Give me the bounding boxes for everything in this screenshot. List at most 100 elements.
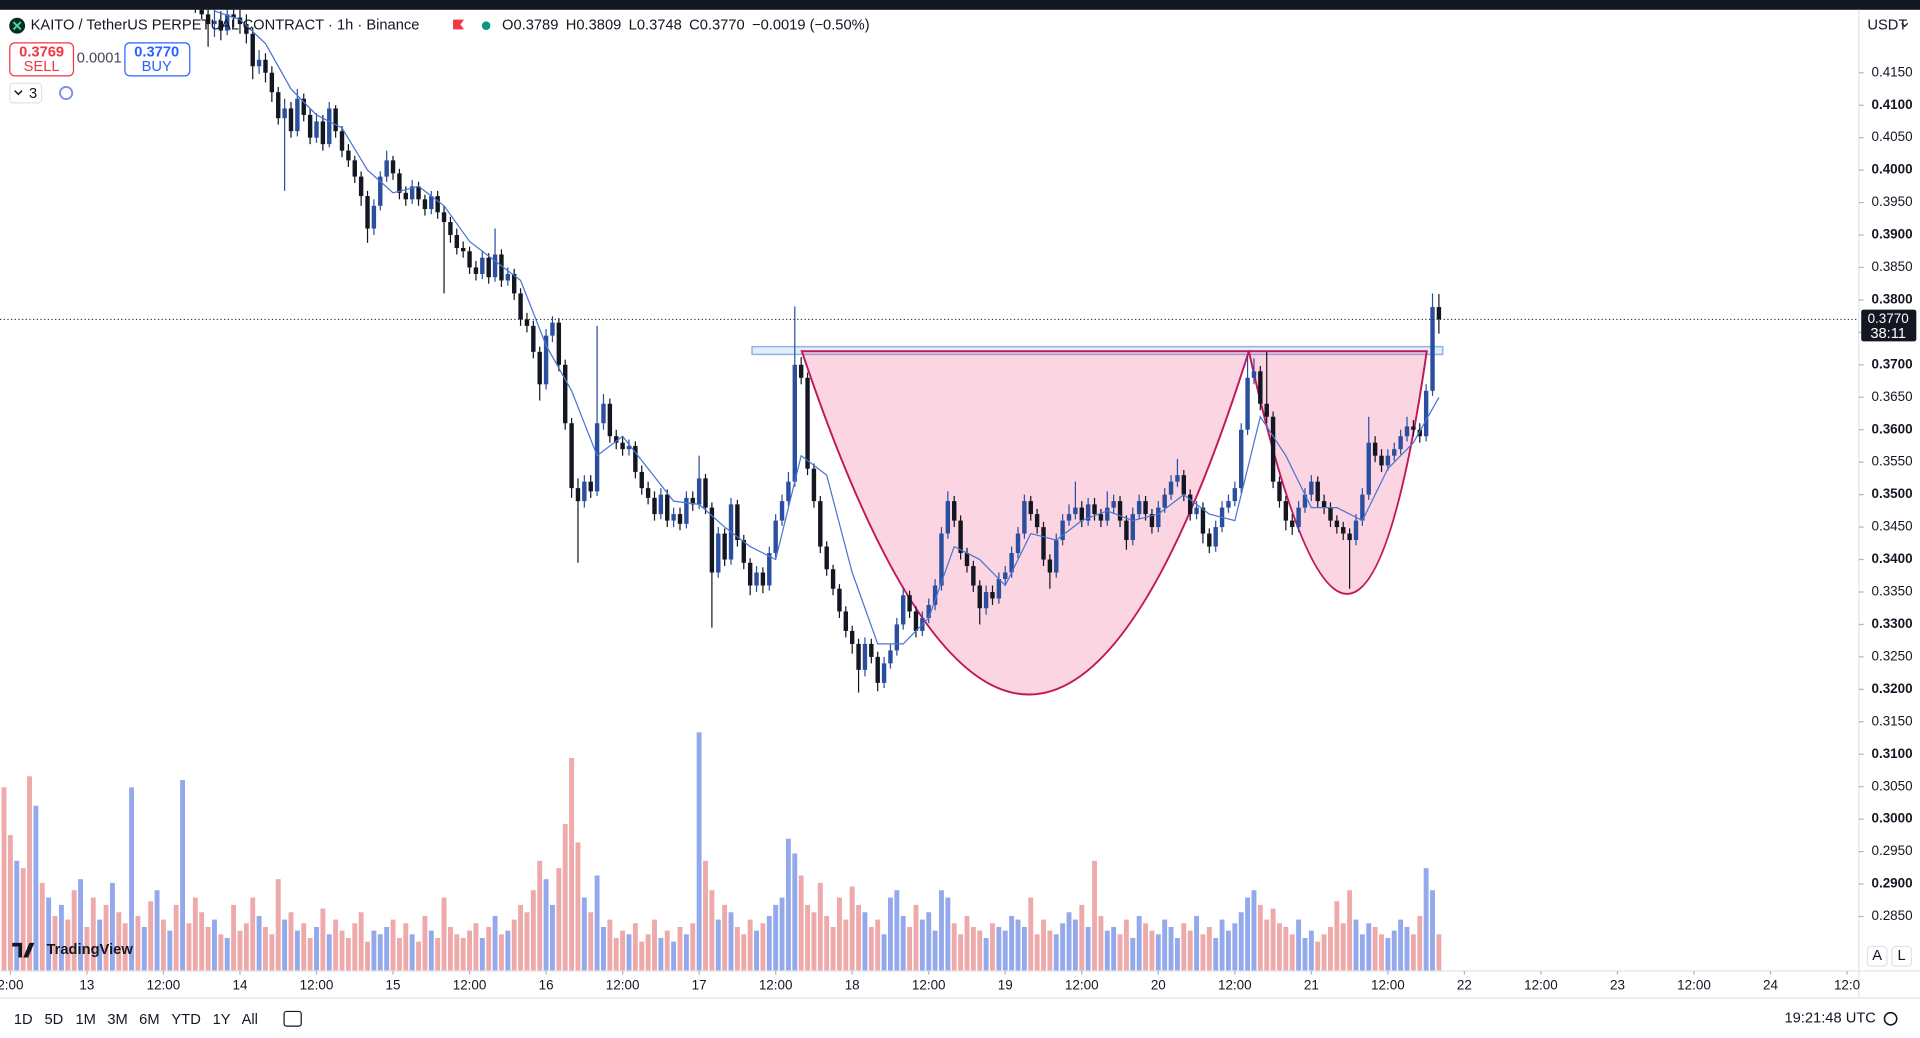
volume-bar <box>1168 926 1174 972</box>
ohlc-value: 0.3809 <box>576 18 621 34</box>
volume-bar <box>1423 868 1429 972</box>
candle-body <box>1353 520 1359 541</box>
candle-body <box>1321 501 1327 508</box>
volume-bar <box>747 919 753 972</box>
candle-body <box>1194 507 1199 515</box>
range-button[interactable]: 1M <box>76 1012 96 1028</box>
volume-bar <box>460 937 466 972</box>
candle-body <box>1347 533 1352 541</box>
chevron <box>14 90 23 96</box>
x-tick-label: 12:00 <box>1371 977 1405 992</box>
range-button[interactable]: All <box>242 1012 258 1028</box>
clock[interactable]: 19:21:48 UTC <box>1784 1011 1876 1027</box>
volume-bar <box>919 919 925 972</box>
range-button[interactable]: 6M <box>139 1012 159 1028</box>
scale-button[interactable]: A <box>1872 948 1882 964</box>
candle-body <box>684 497 689 524</box>
candle-body <box>295 98 300 132</box>
currency[interactable]: USDT <box>1867 18 1907 34</box>
settings-icon[interactable] <box>1883 1011 1898 1026</box>
volume-bar <box>167 930 173 972</box>
volume-bar <box>1225 930 1231 972</box>
candle-body <box>1168 481 1174 495</box>
candle-body <box>747 562 753 586</box>
last-price-badge <box>1861 309 1917 342</box>
y-tick-label: 0.2850 <box>1871 908 1912 923</box>
range-button[interactable]: YTD <box>171 1012 200 1028</box>
candle-body <box>422 199 428 210</box>
candle-body <box>1302 494 1308 508</box>
volume-bar <box>46 897 52 972</box>
volume-bar <box>632 923 638 972</box>
candle-body <box>231 14 236 18</box>
flag-icon[interactable] <box>453 19 465 30</box>
candle-body <box>301 98 306 115</box>
volume-bar <box>1264 919 1270 972</box>
candle-body <box>620 442 625 450</box>
y-tick-label: 0.3650 <box>1871 389 1912 404</box>
candle-body <box>314 121 319 138</box>
volume-bar <box>1391 930 1397 972</box>
volume-bar <box>7 835 13 972</box>
volume-bar <box>1245 897 1251 972</box>
candle-body <box>614 436 619 443</box>
sync-icon[interactable] <box>59 86 74 101</box>
candle-body <box>633 445 638 472</box>
candle-body <box>543 335 549 385</box>
volume-bar <box>479 937 485 972</box>
range-button[interactable]: 5D <box>44 1012 63 1028</box>
volume-bar <box>14 860 20 972</box>
candle-body <box>1200 507 1206 534</box>
candle-body <box>1404 426 1410 437</box>
range-button[interactable]: 1D <box>14 1012 33 1028</box>
top-bar <box>0 0 1920 10</box>
candle-body <box>358 176 364 197</box>
ohlc-value: 0.3789 <box>513 18 558 34</box>
candle-body <box>1124 520 1129 541</box>
scale-button-box[interactable] <box>1866 945 1888 967</box>
volume-bar <box>473 923 479 972</box>
range-button[interactable]: 1Y <box>213 1012 231 1028</box>
sell-button[interactable] <box>9 42 75 77</box>
y-tick-label: 0.3300 <box>1871 616 1912 631</box>
indicators-toggle[interactable] <box>9 82 43 104</box>
candle-body <box>1085 504 1091 521</box>
volume-bar <box>970 926 976 972</box>
volume-bar <box>498 934 504 972</box>
x-tick-label: 13 <box>79 977 94 992</box>
range-button[interactable]: 3M <box>107 1012 127 1028</box>
volume-bar <box>1213 937 1219 972</box>
volume-bar <box>403 923 409 972</box>
volume-bar <box>900 915 906 972</box>
volume-bar <box>237 930 243 972</box>
symbol-title[interactable]: KAITO / TetherUS PERPETUAL CONTRACT · 1h… <box>31 18 420 34</box>
volume-bar <box>913 904 919 972</box>
volume-bar <box>231 904 237 972</box>
candle-body <box>1379 455 1384 466</box>
scale-button-box[interactable] <box>1891 945 1913 967</box>
volume-bar <box>543 879 549 972</box>
buy-price: 0.3770 <box>134 45 179 61</box>
candle-body <box>1328 507 1333 521</box>
volume-bar <box>58 904 64 972</box>
volume-bar <box>224 937 230 972</box>
volume-bar <box>409 934 415 972</box>
candle-body <box>1162 494 1167 508</box>
x-tick-label: 18 <box>845 977 860 992</box>
date-range-icon[interactable] <box>283 1010 302 1027</box>
candle-body <box>671 514 676 521</box>
candle-body <box>416 186 421 200</box>
buy-button[interactable] <box>124 42 191 77</box>
candle-body <box>932 585 938 605</box>
volume-bar <box>1002 930 1008 972</box>
volume-bar <box>250 897 256 972</box>
candle-body <box>550 322 555 336</box>
volume-bar <box>505 930 511 972</box>
candle-body <box>1181 475 1187 495</box>
volume-bar <box>352 923 358 972</box>
axes: 0.2850 0.2900 0.2950 0.3000 0.3050 0.3100 0.31… <box>0 64 1917 992</box>
candle-body <box>1296 507 1301 528</box>
candle-body <box>1105 507 1110 521</box>
scale-button[interactable]: L <box>1898 948 1906 964</box>
